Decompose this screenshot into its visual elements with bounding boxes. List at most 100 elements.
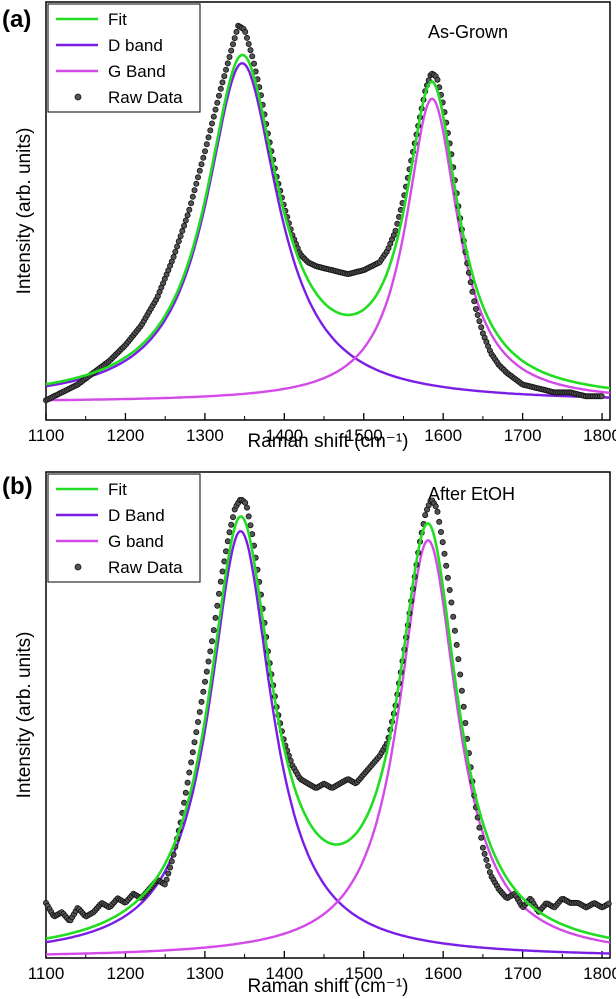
raw-data-point: [437, 529, 444, 536]
x-tick-label: 1800: [583, 426, 616, 445]
x-tick-label: 1100: [28, 426, 65, 445]
raw-data-point: [221, 73, 228, 80]
x-tick-label: 1300: [186, 426, 224, 445]
legend-label: D Band: [108, 506, 165, 525]
raw-data-point: [441, 550, 448, 557]
panel-annotation: After EtOH: [428, 484, 515, 504]
raw-data-point: [182, 217, 189, 224]
x-tick-label: 1600: [424, 964, 462, 983]
raw-data-point: [485, 863, 492, 870]
raw-data-point: [219, 568, 226, 575]
panel-label: (a): [2, 6, 31, 33]
raw-data-point: [165, 870, 172, 877]
raw-data-point: [229, 41, 236, 48]
g-band-curve: [45, 539, 611, 956]
raw-data-point: [443, 562, 450, 569]
y-axis-title: Intensity (arb. units): [14, 632, 35, 799]
raw-data-point: [432, 503, 439, 510]
raw-data-point: [196, 167, 203, 174]
raw-data-point: [191, 187, 198, 194]
raw-data-point: [598, 393, 605, 400]
raw-data-point: [243, 504, 250, 511]
raw-data-point: [457, 671, 464, 678]
raw-data-point: [215, 590, 222, 597]
raw-data-point: [226, 529, 233, 536]
raw-data-point: [177, 233, 184, 240]
raw-data-point: [450, 613, 457, 620]
legend-label: Raw Data: [108, 558, 183, 577]
x-tick-label: 1400: [265, 426, 303, 445]
x-tick-label: 1300: [186, 964, 224, 983]
raw-data-point: [174, 243, 181, 250]
panel-a: 1100 1200 1300 1400 1500 1600 1700 1800 Raman sh…: [2, 1, 616, 452]
raw-data-point: [214, 99, 221, 106]
raw-data-point: [214, 602, 221, 609]
x-tick-label: 1500: [345, 964, 383, 983]
raw-data-point: [462, 720, 469, 727]
legend: Fit D Band G band Raw Data: [47, 473, 201, 583]
panel-label: (b): [2, 473, 33, 500]
raw-data-point: [434, 76, 441, 83]
legend-marker: [74, 93, 82, 101]
raw-data-point: [483, 856, 490, 863]
raw-data-point: [444, 574, 451, 581]
raw-data-point: [448, 599, 455, 606]
y-axis-title: Intensity (arb. units): [14, 128, 35, 295]
raw-data-point: [175, 238, 182, 245]
raw-data-point: [245, 513, 252, 520]
raw-data-point: [476, 824, 483, 831]
legend-label: Fit: [108, 480, 127, 499]
raw-data-point: [245, 41, 252, 48]
raw-data-point: [394, 220, 401, 227]
raw-data-point: [233, 28, 240, 35]
x-tick-label: 1500: [345, 426, 383, 445]
raw-data-point: [210, 113, 217, 120]
x-tick-label: 1400: [265, 964, 303, 983]
raw-data-point: [196, 709, 203, 716]
fit-curve: [45, 53, 611, 390]
raw-data-point: [215, 92, 222, 99]
raw-data-point: [191, 739, 198, 746]
x-tick-label: 1700: [504, 426, 542, 445]
raw-data-point: [189, 193, 196, 200]
raw-data-point: [469, 288, 476, 295]
legend-marker: [74, 563, 82, 571]
raw-data-point: [451, 627, 458, 634]
raw-data-point: [189, 749, 196, 756]
legend-box: [47, 473, 201, 583]
raw-data-point: [472, 305, 479, 312]
raw-data-point: [186, 206, 193, 213]
x-tick-label: 1800: [583, 964, 616, 983]
raw-data-point: [198, 698, 205, 705]
raw-data-point: [168, 858, 175, 865]
raw-data-point: [170, 851, 177, 858]
raw-data-point: [194, 719, 201, 726]
raw-data-point: [219, 79, 226, 86]
panel-annotation: As-Grown: [428, 22, 508, 42]
raw-data-point: [478, 324, 485, 331]
g-band-curve: [46, 97, 611, 402]
raw-data-point: [208, 638, 215, 645]
raw-data-point: [194, 174, 201, 181]
raw-data-point: [222, 66, 229, 73]
raw-data-point: [481, 850, 488, 857]
raw-data-point: [181, 222, 188, 229]
raw-data-point: [181, 799, 188, 806]
raw-data-point: [439, 539, 446, 546]
raw-data-point: [205, 134, 212, 141]
raw-data-point: [184, 779, 191, 786]
raw-data-point: [205, 658, 212, 665]
raw-data-point: [182, 789, 189, 796]
raw-data-point: [200, 688, 207, 695]
legend-label: Raw Data: [108, 88, 183, 107]
raw-data-point: [392, 227, 399, 234]
plot-frame: [45, 471, 611, 959]
x-tick-label: 1200: [107, 964, 145, 983]
raw-data-point: [193, 729, 200, 736]
raw-data-point: [229, 514, 236, 521]
d-band-curve: [45, 530, 610, 955]
raw-data-point: [243, 34, 250, 41]
raw-data-point: [188, 200, 195, 207]
raw-data-point: [228, 521, 235, 528]
raw-data-point: [208, 120, 215, 127]
